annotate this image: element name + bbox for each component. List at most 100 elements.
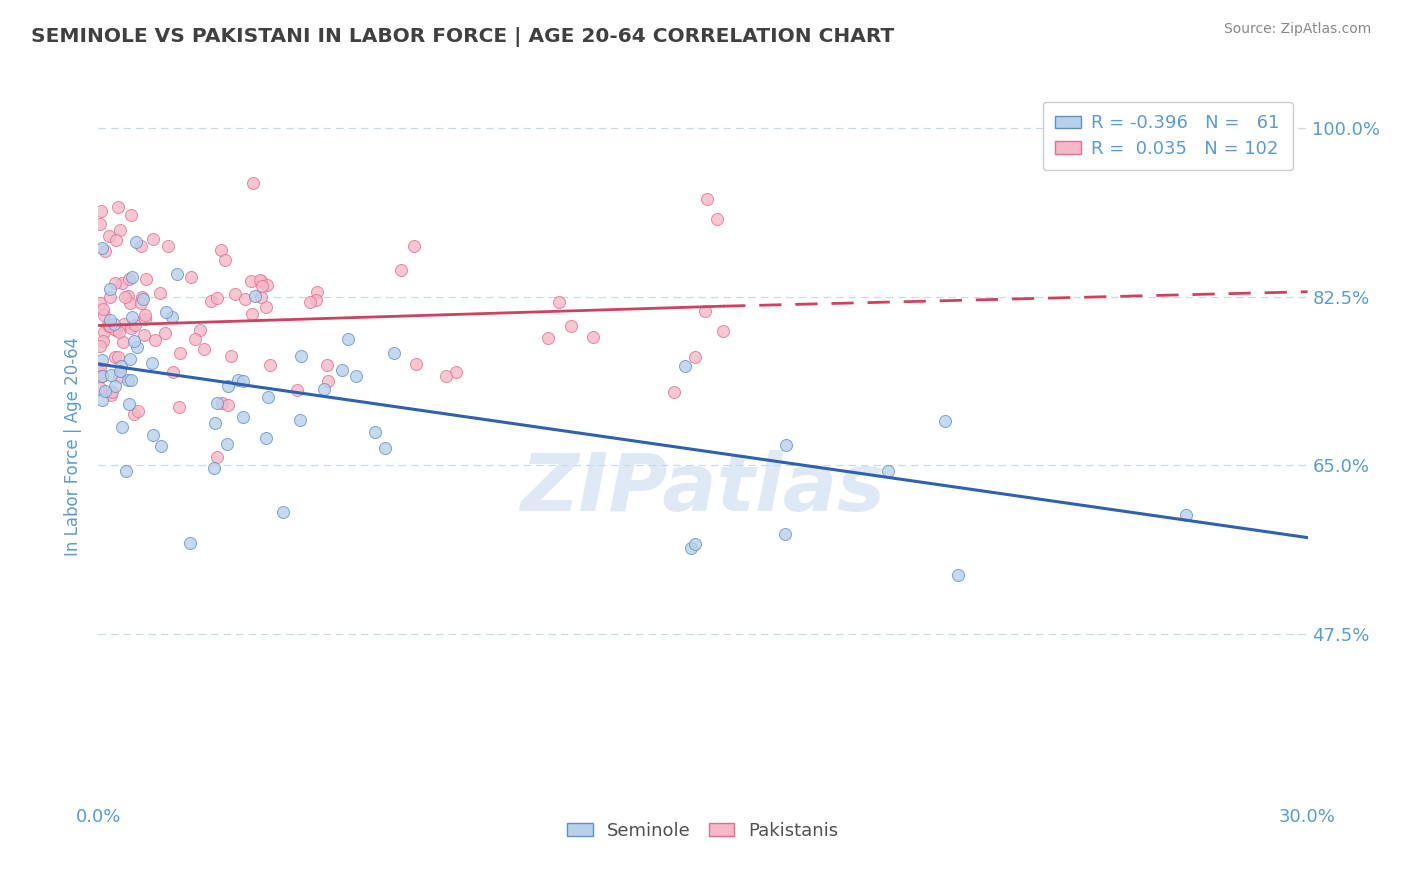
Point (205, 395, 228, 409)
Point (330, 363, 353, 377)
Point (444, 365, 467, 379)
Point (169, 401, 191, 415)
Point (560, 318, 582, 333)
Point (242, 176, 264, 190)
Point (582, 330, 605, 344)
Point (120, 321, 142, 335)
Point (184, 333, 207, 347)
Point (91, 352, 114, 367)
Point (112, 317, 135, 331)
Point (298, 294, 321, 309)
Point (100, 290, 122, 304)
Point (219, 350, 242, 364)
Point (681, 541, 703, 556)
Point (180, 270, 202, 285)
Point (683, 350, 706, 364)
Point (224, 287, 246, 301)
Point (537, 331, 560, 345)
Point (93, 244, 115, 259)
Point (100, 368, 122, 383)
Point (118, 351, 141, 366)
Point (91, 369, 114, 384)
Point (252, 278, 274, 293)
Point (179, 536, 201, 550)
Point (235, 292, 257, 306)
Point (673, 359, 696, 373)
Point (118, 272, 141, 286)
Point (105, 233, 128, 247)
Point (107, 200, 129, 214)
Point (127, 404, 149, 418)
Text: SEMINOLE VS PAKISTANI IN LABOR FORCE | AGE 20-64 CORRELATION CHART: SEMINOLE VS PAKISTANI IN LABOR FORCE | A… (31, 27, 894, 46)
Point (143, 334, 166, 348)
Point (98, 282, 121, 296)
Point (374, 442, 396, 456)
Point (142, 232, 165, 246)
Point (207, 291, 229, 305)
Point (89, 217, 111, 231)
Point (249, 273, 271, 287)
Point (305, 285, 328, 299)
Point (204, 461, 226, 475)
Point (103, 322, 125, 336)
Point (111, 277, 134, 291)
Text: ZIPatlas: ZIPatlas (520, 450, 886, 528)
Point (364, 425, 387, 440)
Point (250, 290, 273, 304)
Point (188, 322, 211, 336)
Point (89, 296, 111, 310)
Point (256, 278, 278, 293)
Point (256, 431, 278, 445)
Point (124, 318, 146, 332)
Point (405, 357, 427, 371)
Point (239, 274, 262, 288)
Point (107, 325, 129, 339)
Point (104, 379, 127, 393)
Point (711, 324, 734, 338)
Point (693, 304, 716, 318)
Point (91, 392, 114, 407)
Point (316, 359, 339, 373)
Text: Source: ZipAtlas.com: Source: ZipAtlas.com (1223, 22, 1371, 37)
Point (94, 384, 117, 398)
Point (131, 290, 153, 304)
Point (259, 358, 281, 372)
Point (124, 407, 146, 421)
Point (91, 334, 114, 348)
Point (217, 379, 239, 393)
Point (98, 318, 121, 333)
Point (166, 267, 188, 281)
Point (316, 375, 339, 389)
Point (240, 307, 263, 321)
Point (98, 319, 121, 334)
Point (290, 412, 312, 426)
Point (121, 310, 143, 324)
Point (89, 381, 111, 395)
Point (169, 345, 191, 359)
Point (257, 390, 280, 404)
Point (111, 334, 134, 349)
Point (773, 527, 796, 541)
Point (156, 239, 179, 253)
Point (664, 385, 686, 400)
Point (132, 328, 155, 343)
Point (98, 313, 121, 327)
Point (122, 334, 145, 348)
Point (118, 296, 141, 310)
Point (142, 427, 165, 442)
Point (114, 290, 136, 304)
Point (108, 223, 131, 237)
Point (104, 323, 127, 337)
Point (135, 271, 157, 285)
Point (877, 464, 900, 478)
Point (209, 243, 232, 257)
Point (141, 356, 163, 370)
Point (254, 301, 277, 315)
Point (104, 351, 127, 365)
Point (193, 342, 215, 356)
Point (132, 292, 155, 306)
Point (89, 367, 111, 381)
Point (384, 346, 406, 360)
Point (100, 388, 122, 402)
Point (129, 296, 152, 310)
